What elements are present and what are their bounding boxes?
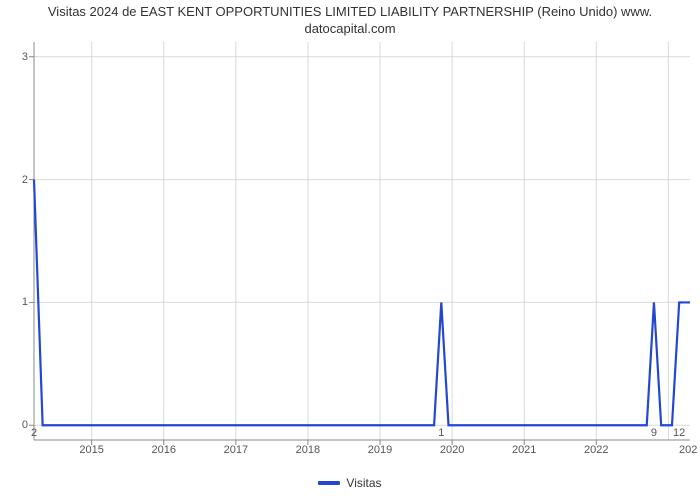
y-tick-label: 3 bbox=[22, 51, 28, 63]
y-tick-label: 1 bbox=[22, 296, 28, 308]
chart-title: Visitas 2024 de EAST KENT OPPORTUNITIES … bbox=[0, 4, 700, 38]
x-tick-label: 202 bbox=[679, 444, 697, 456]
y-tick-label: 2 bbox=[22, 174, 28, 186]
value-label: 12 bbox=[673, 427, 685, 439]
legend: Visitas bbox=[0, 476, 700, 490]
chart-container: { "chart": { "type": "line", "title_line… bbox=[0, 0, 700, 500]
title-line-1: Visitas 2024 de EAST KENT OPPORTUNITIES … bbox=[48, 4, 652, 19]
x-tick-label: 2020 bbox=[440, 444, 464, 456]
title-line-2: datocapital.com bbox=[304, 21, 395, 36]
value-label: 1 bbox=[438, 427, 444, 439]
y-tick-label: 0 bbox=[22, 419, 28, 431]
value-label: 9 bbox=[651, 427, 657, 439]
x-tick-label: 2021 bbox=[512, 444, 536, 456]
legend-label: Visitas bbox=[346, 476, 381, 490]
plot-area: 0123201520162017201820192020202120222022… bbox=[34, 42, 690, 440]
x-tick-label: 2016 bbox=[152, 444, 176, 456]
x-tick-label: 2022 bbox=[584, 444, 608, 456]
legend-swatch bbox=[318, 481, 340, 485]
x-tick-label: 2017 bbox=[224, 444, 248, 456]
value-label: 2 bbox=[31, 427, 37, 439]
x-tick-label: 2019 bbox=[368, 444, 392, 456]
x-tick-label: 2015 bbox=[79, 444, 103, 456]
plot-svg bbox=[34, 42, 690, 440]
x-tick-label: 2018 bbox=[296, 444, 320, 456]
